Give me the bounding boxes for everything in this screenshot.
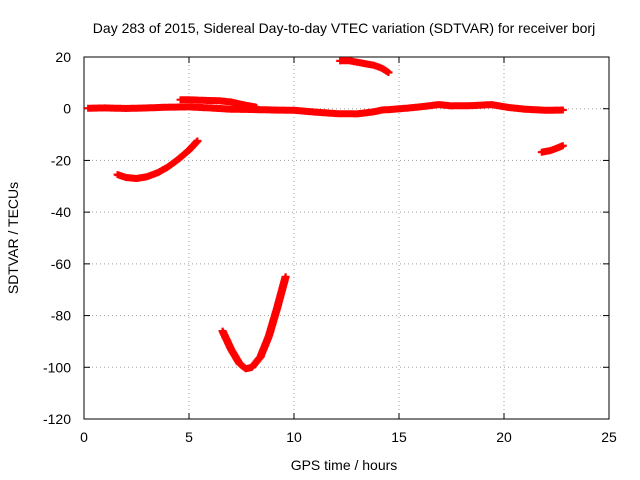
data-layer	[84, 57, 567, 373]
y-tick-label: -60	[51, 256, 71, 272]
data-series-1	[84, 101, 567, 118]
y-tick-label: -100	[43, 359, 71, 375]
x-tick-label: 10	[286, 429, 302, 445]
y-tick-label: -120	[43, 411, 71, 427]
y-tick-label: -40	[51, 204, 71, 220]
data-series-4	[113, 137, 202, 182]
x-tick-label: 15	[391, 429, 407, 445]
series-markers	[84, 101, 567, 118]
grid-layer	[84, 57, 609, 419]
x-tick-label: 5	[185, 429, 193, 445]
chart-title: Day 283 of 2015, Sidereal Day-to-day VTE…	[93, 20, 595, 36]
data-series-5	[218, 273, 290, 373]
x-tick-label: 20	[496, 429, 512, 445]
x-tick-label: 0	[80, 429, 88, 445]
series-markers	[336, 57, 393, 76]
data-series-2	[176, 96, 261, 111]
y-tick-label: 0	[63, 101, 71, 117]
series-markers	[113, 137, 202, 182]
series-markers	[176, 96, 261, 111]
series-markers	[537, 142, 567, 156]
x-tick-label: 25	[601, 429, 617, 445]
y-tick-label: -80	[51, 308, 71, 324]
y-axis-label: SDTVAR / TECUs	[5, 182, 21, 294]
data-series-3	[336, 57, 393, 76]
y-tick-label: -20	[51, 152, 71, 168]
y-tick-label: 20	[55, 49, 71, 65]
tick-layer: 0 5 10 15 20 25 -120 -100 -80 -60 -40 -20 0 20	[43, 49, 617, 445]
data-series-6	[537, 142, 567, 156]
x-axis-label: GPS time / hours	[291, 457, 398, 473]
series-markers	[218, 273, 290, 373]
plot-frame	[83, 56, 610, 420]
